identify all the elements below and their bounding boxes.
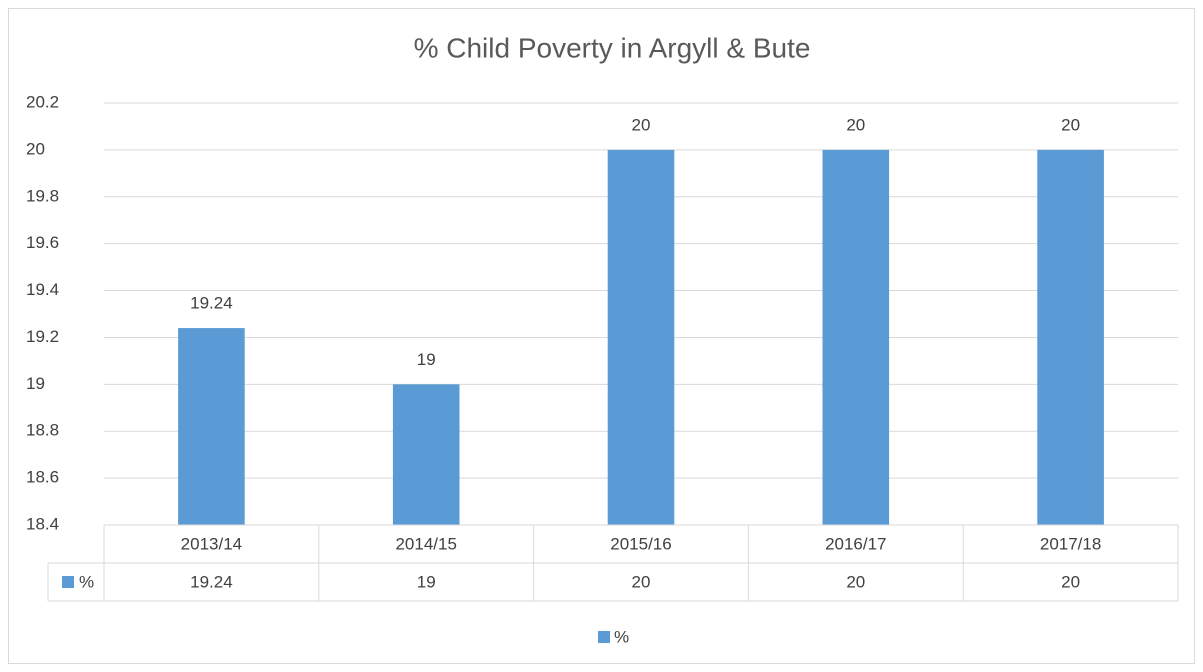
legend-key [62,576,74,588]
bar [607,149,675,525]
legend-key [598,631,610,643]
table-value: 20 [846,572,865,591]
data-label: 20 [632,115,651,134]
table-value: 20 [1061,572,1080,591]
y-tick-label: 19.8 [26,186,59,205]
x-tick-label: 2015/16 [610,534,671,553]
data-label: 20 [1061,115,1080,134]
legend-label: % [614,627,629,646]
bar [822,149,890,525]
bar [1037,149,1104,525]
x-tick-label: 2016/17 [825,534,886,553]
bar [392,384,460,525]
x-tick-label: 2017/18 [1040,534,1101,553]
table-value: 19 [417,572,436,591]
y-tick-label: 18.6 [26,468,59,487]
x-tick-label: 2013/14 [181,534,242,553]
y-tick-label: 20.2 [26,92,59,111]
table-value: 19.24 [190,572,233,591]
table-series-name: % [79,572,94,591]
data-label: 20 [846,115,865,134]
y-tick-label: 19 [26,374,45,393]
y-tick-label: 18.8 [26,421,59,440]
bar [178,328,245,525]
y-tick-label: 19.2 [26,327,59,346]
chart-title: % Child Poverty in Argyll & Bute [414,32,811,63]
data-label: 19 [417,350,436,369]
y-tick-label: 19.4 [26,280,59,299]
y-tick-label: 18.4 [26,514,59,533]
y-tick-label: 19.6 [26,233,59,252]
x-tick-label: 2014/15 [395,534,456,553]
y-tick-label: 20 [26,139,45,158]
table-value: 20 [632,572,651,591]
data-label: 19.24 [190,294,233,313]
